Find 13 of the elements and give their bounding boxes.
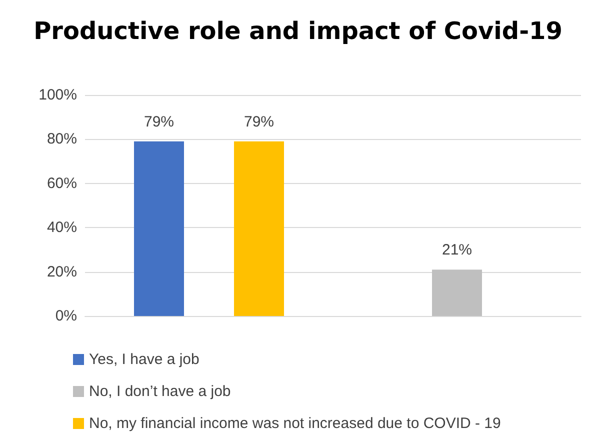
text: 79% — [144, 113, 174, 130]
y-tick-label: 0% — [55, 308, 77, 324]
y-tick-label: 20% — [46, 263, 77, 280]
y-tick-label: 60% — [46, 174, 77, 192]
y-tick-label: 80% — [46, 130, 77, 148]
y-tick-label: 40% — [46, 219, 77, 236]
legend-label: No, I don’t have a job — [89, 383, 231, 400]
text: 21% — [442, 242, 472, 259]
y-tick-label: 100% — [38, 86, 77, 104]
legend-label: No, my financial income was not increased due to COVID - 19 — [89, 415, 501, 432]
legend-label: Yes, I have a job — [89, 351, 200, 368]
text: 79% — [244, 113, 274, 130]
chart-title: Productive role and impact of Covid-19 — [34, 17, 562, 45]
